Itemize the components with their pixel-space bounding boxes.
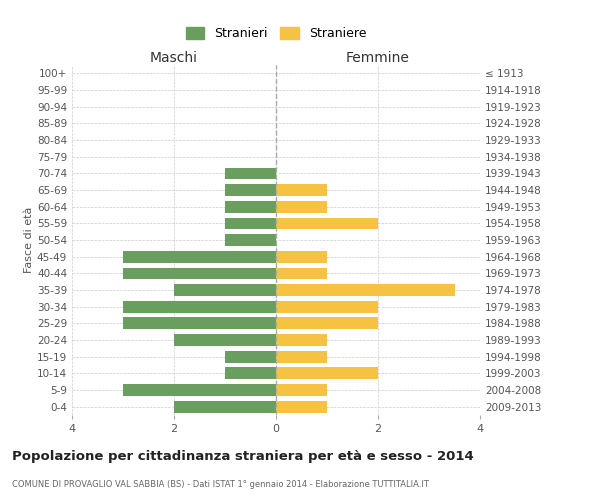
Text: Maschi: Maschi <box>150 51 198 65</box>
Bar <box>225 234 276 246</box>
Bar <box>174 334 276 346</box>
Bar <box>225 351 276 362</box>
Bar <box>225 218 276 229</box>
Bar <box>123 251 276 262</box>
Bar <box>276 284 455 296</box>
Bar <box>276 251 327 262</box>
Bar <box>174 284 276 296</box>
Bar <box>174 401 276 412</box>
Bar <box>276 218 378 229</box>
Y-axis label: Fasce di età: Fasce di età <box>24 207 34 273</box>
Bar <box>276 401 327 412</box>
Legend: Stranieri, Straniere: Stranieri, Straniere <box>181 22 371 46</box>
Bar <box>225 184 276 196</box>
Bar <box>225 168 276 179</box>
Bar <box>123 301 276 312</box>
Bar <box>276 184 327 196</box>
Bar <box>276 368 378 379</box>
Bar <box>276 334 327 346</box>
Bar <box>123 268 276 279</box>
Bar <box>276 318 378 329</box>
Bar <box>123 384 276 396</box>
Bar <box>123 318 276 329</box>
Bar <box>276 201 327 212</box>
Bar <box>225 368 276 379</box>
Bar <box>276 351 327 362</box>
Bar <box>276 301 378 312</box>
Bar <box>276 268 327 279</box>
Bar <box>225 201 276 212</box>
Text: Femmine: Femmine <box>346 51 410 65</box>
Text: Popolazione per cittadinanza straniera per età e sesso - 2014: Popolazione per cittadinanza straniera p… <box>12 450 474 463</box>
Text: COMUNE DI PROVAGLIO VAL SABBIA (BS) - Dati ISTAT 1° gennaio 2014 - Elaborazione : COMUNE DI PROVAGLIO VAL SABBIA (BS) - Da… <box>12 480 429 489</box>
Bar <box>276 384 327 396</box>
